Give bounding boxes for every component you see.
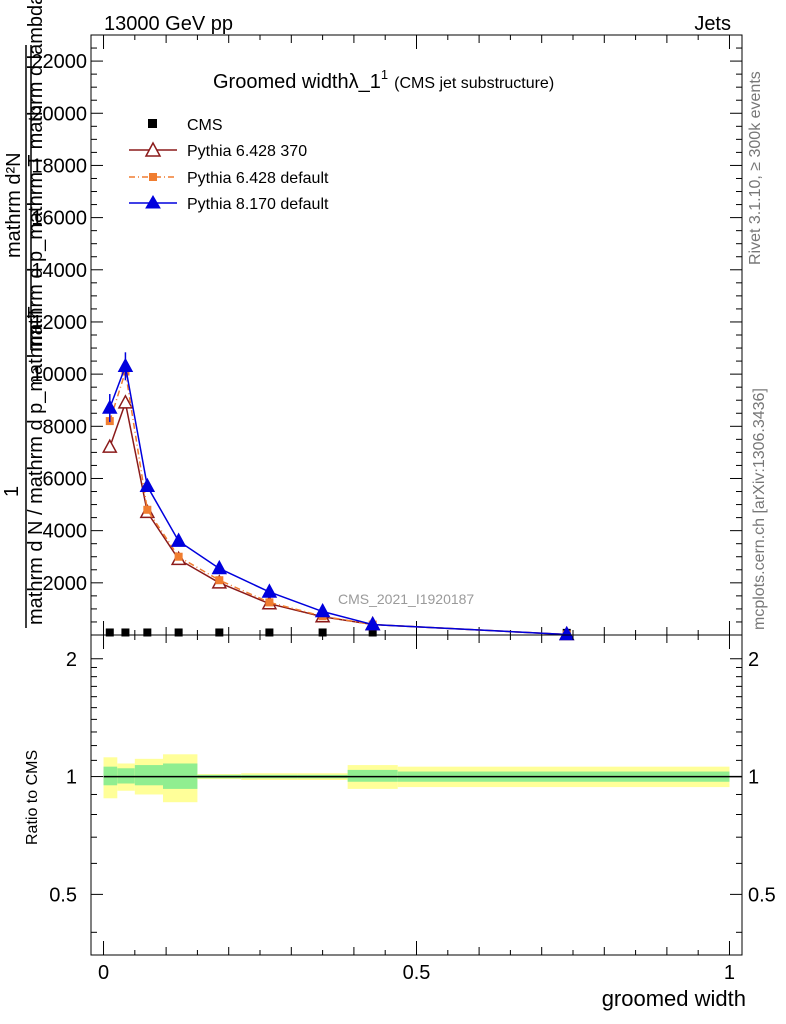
ratio-ytick-label-right: 2 [748, 649, 759, 671]
legend: CMS Pythia 6.428 370 Pythia 6.428 defaul… [129, 117, 329, 213]
mcplots-label: mcplots.cern.ch [arXiv:1306.3436] [751, 388, 768, 630]
main-ytick-label: 12000 [31, 312, 87, 334]
legend-py6-default-label: Pythia 6.428 default [187, 170, 329, 187]
ratio-axes: 0.5 0.5 1 1 2 2 0 0.5 1 [49, 635, 776, 984]
series-point [265, 598, 274, 607]
main-ytick-label: 8000 [43, 416, 88, 438]
cms-point [143, 628, 152, 637]
series-point [143, 505, 152, 514]
plot-title-sup: 1 [381, 67, 388, 82]
series-point [314, 602, 331, 618]
main-ytick-label: 18000 [31, 155, 87, 177]
x-tick-label: 1 [724, 962, 735, 984]
series-point [170, 532, 187, 547]
ylabel-one: 1 [1, 486, 23, 497]
cms-point [105, 628, 114, 637]
header-left: 13000 GeV pp [104, 13, 233, 35]
legend-py6-370-label: Pythia 6.428 370 [187, 143, 307, 160]
main-ytick-label: 20000 [31, 103, 87, 125]
series-point [102, 438, 118, 453]
series-point [215, 576, 224, 585]
main-ytick-label: 6000 [43, 468, 88, 490]
x-axis-label: groomed width [602, 986, 746, 1011]
ylabel-denominator-2: mathrm d N / mathrm d p_mathrm T [25, 306, 47, 625]
main-ytick-label: 2000 [43, 573, 88, 595]
series-point [364, 615, 381, 631]
x-tick-label: 0 [98, 962, 109, 984]
legend-cms-marker [148, 119, 157, 128]
main-data [102, 352, 575, 641]
rivet-label: Rivet 3.1.10, ≥ 300k events [747, 71, 764, 265]
legend-py8-default-label: Pythia 8.170 default [187, 196, 329, 213]
cms-point [265, 628, 274, 637]
series-point [117, 394, 134, 409]
main-ytick-label: 16000 [31, 208, 87, 230]
legend-cms-label: CMS [187, 117, 223, 134]
ratio-ytick-label: 2 [66, 649, 77, 671]
ratio-bands [103, 754, 742, 803]
series-point [558, 625, 575, 641]
series-point [174, 552, 183, 561]
main-ytick-label: 4000 [43, 521, 88, 543]
series-point [211, 559, 228, 575]
ratio-ylabel: Ratio to CMS [24, 750, 41, 845]
main-ytick-label: 10000 [31, 364, 87, 386]
ratio-ytick-label-right: 0.5 [748, 884, 776, 906]
plot-title-sub: (CMS jet substructure) [394, 75, 554, 92]
main-ytick-label: 22000 [31, 51, 87, 73]
cms-point [174, 628, 183, 637]
ratio-ytick-label: 1 [66, 767, 77, 789]
plot-title: Groomed widthλ_11 (CMS jet substructure) [213, 67, 554, 93]
legend-py6-370-marker [144, 141, 162, 157]
analysis-watermark: CMS_2021_I1920187 [338, 591, 474, 607]
series-point [261, 583, 278, 598]
cms-point [215, 628, 224, 637]
header-right: Jets [694, 13, 731, 35]
main-ytick-label: 14000 [31, 260, 87, 282]
x-tick-label: 0.5 [403, 962, 431, 984]
cms-point [318, 628, 327, 637]
legend-py8-default-marker [145, 195, 161, 209]
main-axes: 2000 4000 6000 8000 10000 12000 14000 16000 1800… [31, 35, 742, 635]
legend-py6-default-marker [149, 173, 157, 181]
ylabel-numerator: mathrm d²N [3, 152, 25, 258]
ratio-ytick-label: 0.5 [49, 884, 77, 906]
ratio-stat-band [134, 765, 163, 786]
plot-title-main: Groomed widthλ_1 [213, 71, 381, 93]
cms-point [121, 628, 130, 637]
series-point [139, 477, 156, 493]
ratio-ytick-label-right: 1 [748, 767, 759, 789]
cms-point [368, 628, 377, 637]
